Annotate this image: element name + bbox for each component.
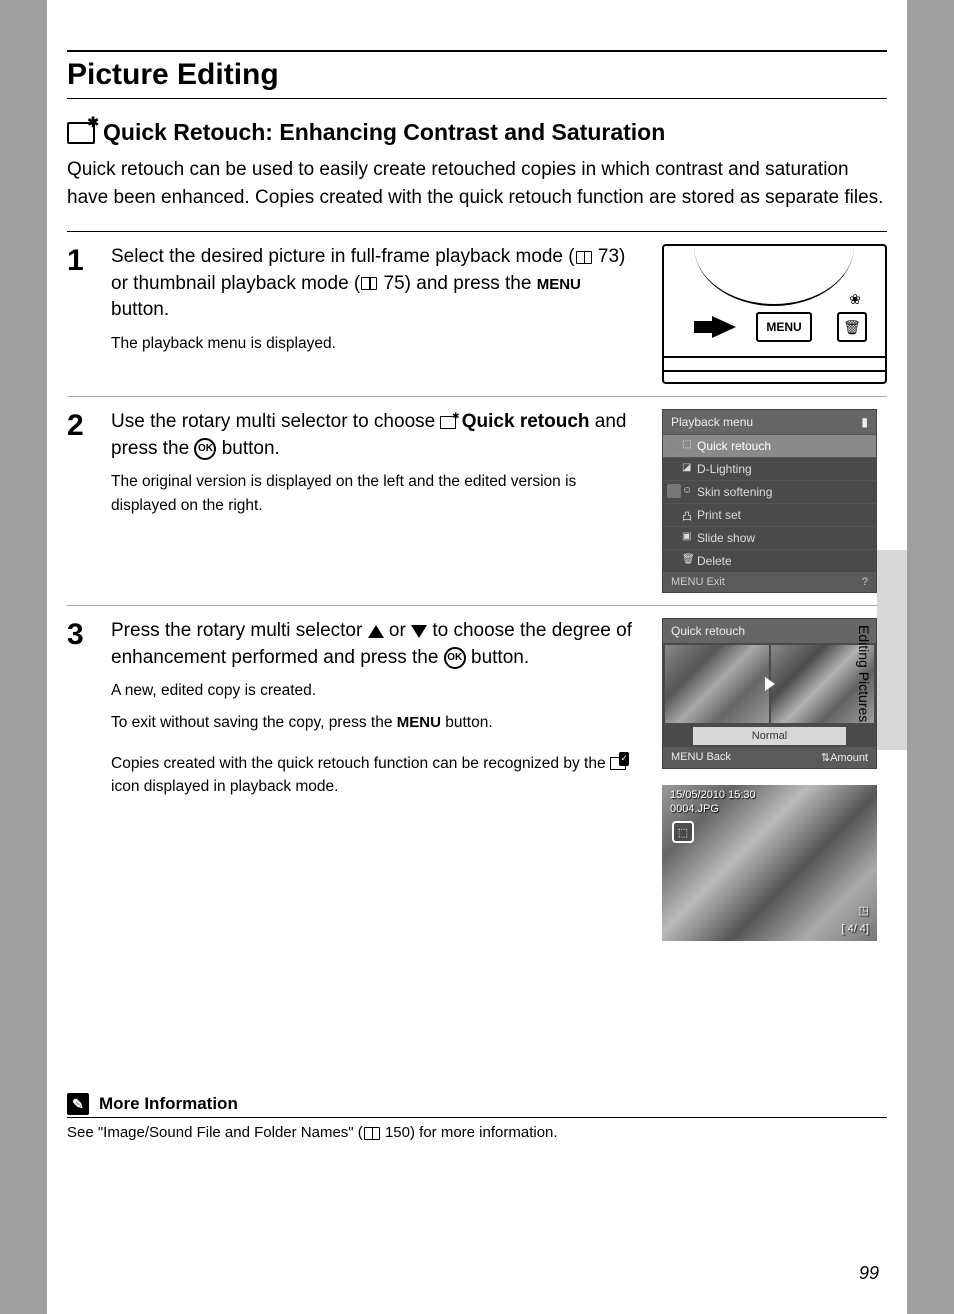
enhancement-level: Normal: [693, 727, 846, 745]
more-info-body: See "Image/Sound File and Folder Names" …: [67, 1124, 887, 1141]
step-main-text: Select the desired picture in full-frame…: [111, 244, 640, 324]
dial-arc: [694, 186, 854, 306]
camera-body-illustration: MENU ❀ 🗑: [662, 244, 887, 384]
book-icon: [364, 1127, 380, 1140]
qr-header: Quick retouch: [663, 619, 876, 643]
step-2: 2 Use the rotary multi selector to choos…: [67, 397, 887, 606]
menu-button-label: MENU: [537, 276, 581, 293]
side-tab: [877, 550, 907, 750]
help-icon: ?: [862, 576, 868, 588]
step-number: 3: [67, 618, 99, 941]
note-icon: ✎: [67, 1093, 89, 1115]
qr-footer: MENU Back ⇅Amount: [663, 747, 876, 768]
menu-button-label: MENU: [397, 714, 441, 731]
trash-icon: 🗑: [682, 554, 695, 565]
quick-retouch-icon: [440, 416, 456, 429]
step-1: 1 Select the desired picture in full-fra…: [67, 232, 887, 397]
size-indicator: ◳: [859, 904, 869, 917]
up-arrow-icon: [368, 625, 384, 638]
skin-icon: ☺: [682, 485, 692, 496]
quick-retouch-icon: [67, 122, 95, 144]
ok-button-icon: OK: [444, 647, 466, 669]
retouch-badge-icon: ⬚: [672, 821, 694, 843]
play-tab-icon: [667, 438, 681, 452]
dlighting-icon: ◪: [682, 462, 691, 473]
section-subtitle: Quick Retouch: Enhancing Contrast and Sa…: [67, 119, 887, 146]
subtitle-text: Quick Retouch: Enhancing Contrast and Sa…: [103, 119, 665, 146]
trash-button: 🗑: [837, 312, 867, 342]
menu-item-slide-show: ▣Slide show: [663, 526, 876, 549]
retouch-copy-icon: [610, 757, 626, 770]
more-information-section: ✎ More Information See "Image/Sound File…: [67, 1093, 887, 1141]
menu-item-quick-retouch: ⬚ Quick retouch: [663, 434, 876, 457]
menu-header: Playback menu ▮: [663, 410, 876, 434]
print-icon: 凸: [682, 508, 692, 523]
step-sub-text: Copies created with the quick retouch fu…: [111, 752, 640, 799]
step-sub-text: A new, edited copy is created.: [111, 679, 640, 702]
amount-hint: ⇅Amount: [821, 751, 868, 764]
down-arrow-icon: [411, 625, 427, 638]
filename-label: 0004.JPG: [670, 803, 719, 815]
step-sub-text: The playback menu is displayed.: [111, 332, 640, 355]
side-tab-label: Editing Pictures: [856, 625, 872, 722]
macro-icon: ❀: [849, 291, 861, 308]
step-body: Select the desired picture in full-frame…: [111, 244, 650, 384]
menu-item-delete: 🗑Delete: [663, 549, 876, 572]
book-icon: [576, 251, 592, 264]
book-icon: [361, 277, 377, 290]
step-number: 2: [67, 409, 99, 593]
slideshow-icon: ▣: [682, 531, 691, 542]
menu-footer: MENU Exit ?: [663, 572, 876, 592]
arrow-indicator: [712, 316, 736, 338]
result-image-preview: 15/05/2010 15:30 0004.JPG ⬚ [ 4/ 4] ◳: [662, 785, 877, 941]
retouch-icon: ⬚: [682, 439, 691, 450]
step-main-text: Use the rotary multi selector to choose …: [111, 409, 640, 462]
menu-button: MENU: [756, 312, 812, 342]
step-sub-text: To exit without saving the copy, press t…: [111, 711, 640, 735]
original-preview: [665, 645, 769, 723]
menu-item-d-lighting: ◪D-Lighting: [663, 457, 876, 480]
menu-item-print-set: 凸Print set: [663, 503, 876, 526]
step-body: Press the rotary multi selector or to ch…: [111, 618, 650, 941]
compare-arrow-icon: [765, 677, 775, 691]
playback-menu-screenshot: Playback menu ▮ ⬚ Quick retouch ◪D-Light…: [662, 409, 887, 593]
menu-item-skin-softening: ☺Skin softening: [663, 480, 876, 503]
help-icon: ▮: [861, 415, 868, 429]
quick-retouch-panel: Quick retouch Normal MENU Back ⇅Amount: [662, 618, 877, 769]
playback-menu: Playback menu ▮ ⬚ Quick retouch ◪D-Light…: [662, 409, 877, 593]
more-info-title: ✎ More Information: [67, 1093, 887, 1118]
step-body: Use the rotary multi selector to choose …: [111, 409, 650, 593]
page-number: 99: [859, 1263, 879, 1284]
step-sub-text: The original version is displayed on the…: [111, 470, 640, 517]
timestamp-label: 15/05/2010 15:30: [670, 789, 756, 801]
counter-label: [ 4/ 4]: [841, 923, 869, 935]
quick-retouch-screenshot: Quick retouch Normal MENU Back ⇅Amount 1…: [662, 618, 887, 941]
setup-tab-icon: [667, 484, 681, 498]
camera-diagram: MENU ❀ 🗑: [662, 244, 887, 384]
step-3: 3 Press the rotary multi selector or to …: [67, 606, 887, 953]
steps-list: 1 Select the desired picture in full-fra…: [67, 231, 887, 953]
step-number: 1: [67, 244, 99, 384]
manual-page: Picture Editing Quick Retouch: Enhancing…: [47, 0, 907, 1314]
page-title: Picture Editing: [67, 50, 887, 99]
qr-comparison: [663, 643, 876, 725]
ok-button-icon: OK: [194, 438, 216, 460]
step-main-text: Press the rotary multi selector or to ch…: [111, 618, 640, 671]
